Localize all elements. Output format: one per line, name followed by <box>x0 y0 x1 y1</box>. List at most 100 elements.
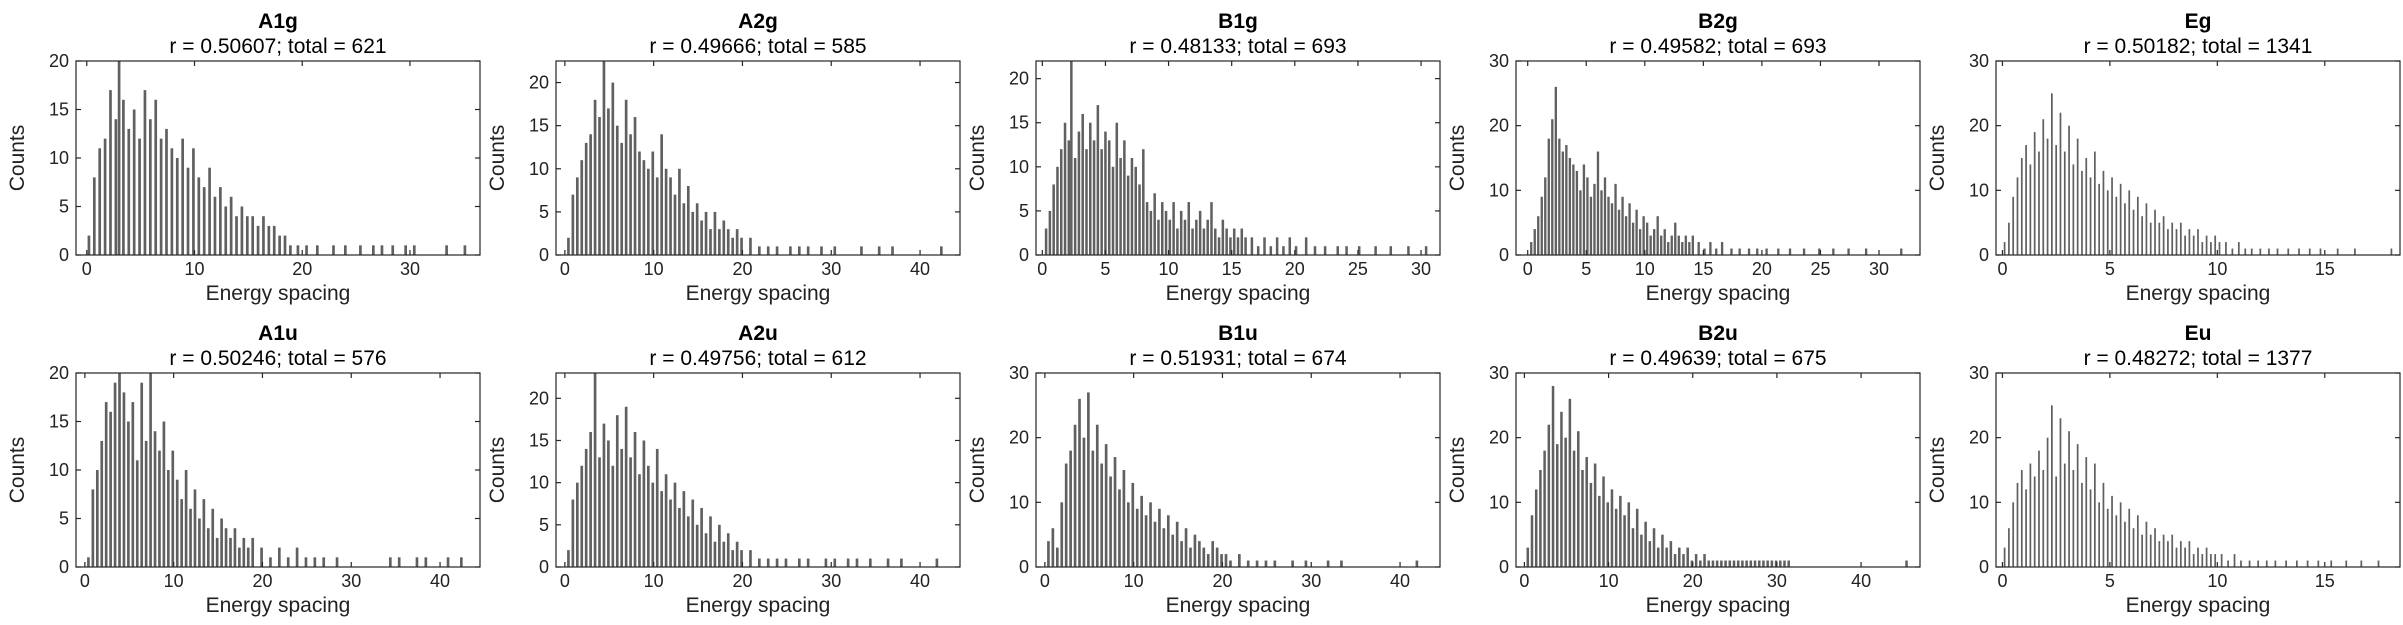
subplot-title: B2u <box>1698 322 1738 345</box>
histogram-bar <box>2038 151 2040 255</box>
histogram-bar <box>713 541 717 567</box>
histogram-bar <box>580 465 584 567</box>
y-tick-label: 30 <box>1009 363 1029 383</box>
histogram-bar <box>233 528 237 567</box>
histogram-bar <box>1092 140 1096 255</box>
histogram-bars <box>567 61 943 256</box>
histogram-bar <box>589 432 592 567</box>
subplot-subtitle: r = 0.49756; total = 612 <box>649 347 866 370</box>
histogram-bar <box>1607 196 1610 255</box>
histogram-bar <box>2124 203 2126 255</box>
y-tick-label: 10 <box>49 460 69 480</box>
histogram-bar <box>624 99 628 255</box>
histogram-bar <box>2093 463 2096 567</box>
histogram-bar <box>246 547 250 567</box>
x-tick-label: 30 <box>1301 571 1321 591</box>
histogram-bar <box>100 440 104 567</box>
histogram-bar <box>567 550 570 567</box>
histogram-bar <box>775 558 779 567</box>
histogram-bar <box>2287 248 2290 255</box>
y-tick-label: 15 <box>529 116 549 136</box>
histogram-bar <box>91 489 95 567</box>
x-tick-label: 30 <box>341 571 361 591</box>
histogram-bar <box>1193 534 1197 567</box>
histogram-bar <box>1765 248 1768 255</box>
histogram-bar <box>2308 248 2311 255</box>
y-tick-label: 20 <box>1969 116 1989 136</box>
y-tick-label: 10 <box>1489 180 1509 200</box>
histogram-bar <box>202 499 206 567</box>
histogram-bar <box>1720 242 1724 255</box>
histogram-bar <box>1533 229 1536 255</box>
histogram-bar <box>1211 541 1215 567</box>
y-tick-label: 20 <box>1009 428 1029 448</box>
histogram-bar <box>2167 229 2169 255</box>
subplot-subtitle: r = 0.51931; total = 674 <box>1129 347 1346 370</box>
histogram-bar <box>2089 177 2092 255</box>
histogram-bar <box>1113 457 1117 567</box>
histogram-bar <box>1551 385 1555 567</box>
histogram-bar <box>1130 158 1134 255</box>
histogram-bar <box>2201 242 2204 255</box>
histogram-bar <box>638 151 641 255</box>
subplot-title: A1u <box>258 322 298 345</box>
histogram-bar <box>184 470 188 567</box>
histogram-bar <box>633 117 637 256</box>
histogram-bar <box>189 508 192 567</box>
histogram-bar <box>2016 482 2019 567</box>
histogram-bar <box>611 465 615 567</box>
histogram-bar <box>2354 248 2356 255</box>
histogram-bar <box>678 168 681 255</box>
histogram-bar <box>1162 528 1166 567</box>
histogram-bar <box>1134 166 1137 255</box>
histogram-bar <box>1052 184 1055 255</box>
histogram-bar <box>1703 248 1706 255</box>
histogram-bar <box>1323 246 1327 255</box>
histogram-bars <box>87 61 467 255</box>
histogram-bar <box>1180 541 1183 567</box>
histogram-bar <box>2020 470 2023 567</box>
histogram-bar <box>2248 560 2251 567</box>
histogram-bar <box>1229 560 1232 567</box>
y-tick-label: 15 <box>1009 113 1029 133</box>
x-axis-label: Energy spacing <box>206 282 351 305</box>
histogram-bar <box>824 558 828 567</box>
histogram-bar <box>1762 560 1765 567</box>
x-tick-label: 30 <box>1411 259 1431 279</box>
histogram-bar <box>2336 248 2339 255</box>
histogram-bar <box>1534 489 1538 567</box>
histogram-bar <box>2210 554 2212 567</box>
histogram-bar <box>860 246 863 255</box>
histogram-bar <box>1138 184 1141 255</box>
histogram-bar <box>584 448 588 567</box>
histogram-bar <box>633 432 637 567</box>
histogram-bar <box>833 246 837 255</box>
histogram-bar <box>797 558 801 567</box>
histogram-bar <box>170 148 174 255</box>
y-tick-label: 0 <box>1019 245 1029 265</box>
histogram-bar <box>304 557 308 567</box>
histogram-bar <box>1711 560 1715 567</box>
axes-box <box>1035 372 1441 568</box>
histogram-bar <box>1215 547 1219 567</box>
y-tick-label: 5 <box>59 509 69 529</box>
x-axis-label: Energy spacing <box>1166 594 1311 617</box>
histogram-bar <box>1263 237 1266 255</box>
histogram-bar <box>1144 515 1148 567</box>
histogram-bar <box>2132 528 2135 567</box>
y-tick-label: 15 <box>49 100 69 120</box>
histogram-bar <box>1621 196 1624 255</box>
x-tick-label: 30 <box>400 259 420 279</box>
histogram-bar <box>1558 138 1561 255</box>
histogram-bar <box>1115 122 1119 256</box>
histogram-bar <box>1847 248 1850 255</box>
histogram-bar <box>2055 145 2058 255</box>
histogram-bar <box>1107 140 1111 255</box>
histogram-bar <box>2076 138 2079 255</box>
histogram-bar <box>463 245 467 255</box>
histogram-bar <box>95 470 99 567</box>
histogram-bar <box>1326 560 1330 567</box>
histogram-bar <box>2051 93 2053 255</box>
x-tick-label: 10 <box>1159 259 1179 279</box>
x-axis-label: Energy spacing <box>1646 282 1791 305</box>
